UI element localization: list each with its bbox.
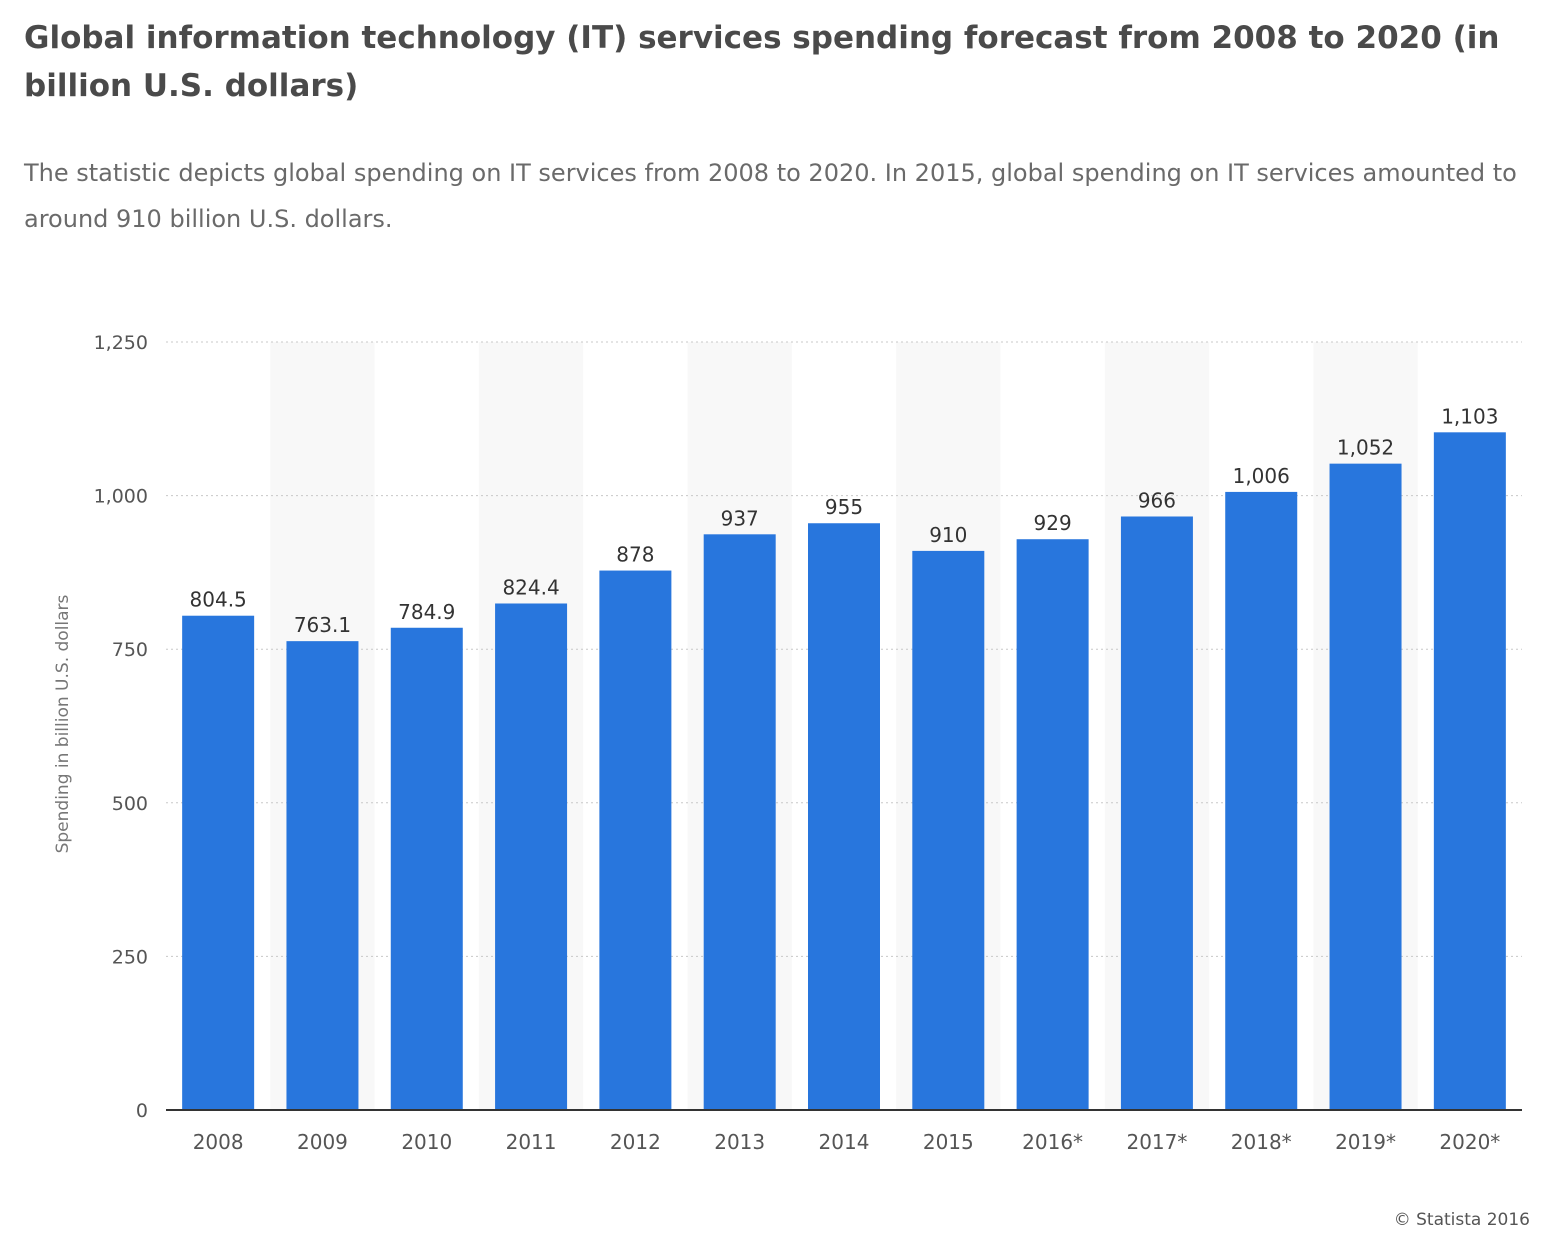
x-tick-label: 2019*	[1335, 1130, 1396, 1154]
bar-value-label: 1,103	[1441, 404, 1498, 428]
bar-value-label: 929	[1034, 511, 1072, 535]
bar-value-label: 878	[616, 543, 654, 567]
bar[interactable]	[808, 523, 880, 1110]
bar[interactable]	[286, 641, 359, 1110]
x-tick-label: 2020*	[1439, 1130, 1500, 1154]
bar[interactable]	[912, 550, 985, 1110]
x-tick-label: 2017*	[1126, 1130, 1187, 1154]
bar[interactable]	[599, 570, 672, 1110]
x-tick-label: 2018*	[1231, 1130, 1292, 1154]
y-tick-label: 1,250	[94, 332, 148, 354]
x-tick-label: 2014	[819, 1130, 870, 1154]
x-tick-label: 2009	[297, 1130, 348, 1154]
x-tick-label: 2008	[193, 1130, 244, 1154]
x-tick-label: 2012	[610, 1130, 661, 1154]
x-tick-label: 2010	[401, 1130, 452, 1154]
bar[interactable]	[1016, 539, 1089, 1110]
bar-value-label: 763.1	[294, 613, 351, 637]
bars	[182, 432, 1506, 1111]
copyright-notice: © Statista 2016	[1393, 1210, 1530, 1230]
x-axis-ticks: 2008 2009 2010 2011 2012 2013 2014 2015 2016* 201…	[193, 1130, 1501, 1154]
bar-value-label: 955	[825, 495, 863, 519]
bar[interactable]	[390, 627, 463, 1110]
x-tick-label: 2015	[923, 1130, 974, 1154]
x-tick-label: 2013	[714, 1130, 765, 1154]
value-labels: 804.5 763.1 784.9 824.4 878 937 955 910 929 966 1,…	[190, 404, 1499, 637]
bar-value-label: 966	[1138, 488, 1176, 512]
y-axis-label: Spending in billion U.S. dollars	[53, 594, 73, 853]
y-tick-label: 750	[112, 639, 148, 661]
x-tick-label: 2011	[506, 1130, 557, 1154]
bar-value-label: 804.5	[190, 588, 247, 612]
bar[interactable]	[495, 603, 568, 1110]
bar-value-label: 1,052	[1337, 436, 1394, 460]
bar-value-label: 937	[721, 506, 759, 530]
bar[interactable]	[182, 615, 255, 1110]
bar[interactable]	[703, 534, 776, 1110]
bar[interactable]	[1225, 491, 1298, 1111]
bar[interactable]	[1329, 463, 1402, 1110]
y-axis-ticks: 0 250 500 750 1,000 1,250	[94, 332, 148, 1122]
x-tick-label: 2016*	[1022, 1130, 1083, 1154]
chart-description: The statistic depicts global spending on…	[24, 159, 1517, 233]
bar-value-label: 824.4	[502, 575, 559, 599]
chart-title: Global information technology (IT) servi…	[24, 20, 1500, 104]
y-tick-label: 0	[136, 1100, 148, 1122]
bar-value-label: 910	[929, 523, 967, 547]
bar[interactable]	[1433, 432, 1506, 1111]
bar-value-label: 1,006	[1233, 464, 1290, 488]
y-tick-label: 500	[112, 793, 148, 815]
y-tick-label: 250	[112, 946, 148, 968]
bar-value-label: 784.9	[398, 600, 455, 624]
bar[interactable]	[1120, 516, 1193, 1110]
y-tick-label: 1,000	[94, 486, 148, 508]
